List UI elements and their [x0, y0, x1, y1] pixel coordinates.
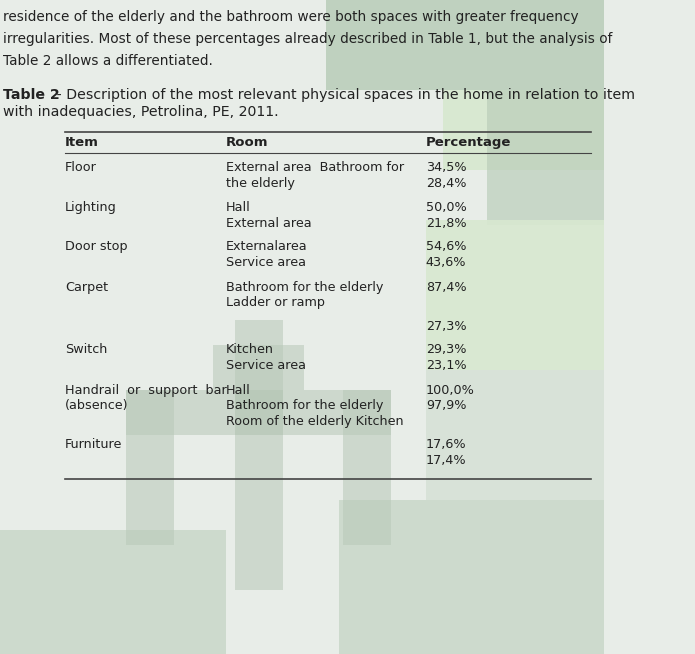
Bar: [213, 345, 304, 390]
Text: Carpet: Carpet: [65, 281, 108, 294]
Text: Ladder or ramp: Ladder or ramp: [226, 296, 325, 309]
Text: 50,0%: 50,0%: [426, 201, 466, 215]
Text: 97,9%: 97,9%: [426, 399, 466, 412]
Text: External area  Bathroom for: External area Bathroom for: [226, 161, 404, 174]
Text: Service area: Service area: [226, 256, 306, 269]
Text: - Description of the most relevant physical spaces in the home in relation to it: - Description of the most relevant physi…: [52, 88, 635, 102]
Text: (absence): (absence): [65, 399, 129, 412]
Text: Externalarea: Externalarea: [226, 241, 308, 253]
Text: External area: External area: [226, 217, 311, 230]
Text: Room of the elderly Kitchen: Room of the elderly Kitchen: [226, 415, 404, 428]
Bar: [126, 490, 174, 545]
Text: 54,6%: 54,6%: [426, 241, 466, 253]
Text: 28,4%: 28,4%: [426, 177, 466, 190]
Text: Handrail  or  support  bar: Handrail or support bar: [65, 384, 227, 397]
Text: Lighting: Lighting: [65, 201, 117, 215]
Text: Bathroom for the elderly: Bathroom for the elderly: [226, 399, 384, 412]
Text: 17,4%: 17,4%: [426, 454, 466, 467]
Text: Percentage: Percentage: [426, 136, 512, 149]
Text: 87,4%: 87,4%: [426, 281, 466, 294]
Text: Bathroom for the elderly: Bathroom for the elderly: [226, 281, 384, 294]
Text: Table 2: Table 2: [3, 88, 60, 102]
Bar: [0, 530, 226, 654]
Text: Furniture: Furniture: [65, 438, 122, 451]
Bar: [343, 490, 391, 545]
Bar: [326, 0, 604, 90]
Text: 29,3%: 29,3%: [426, 343, 466, 356]
Text: 17,6%: 17,6%: [426, 438, 466, 451]
Text: Floor: Floor: [65, 161, 97, 174]
Bar: [235, 320, 282, 410]
Text: residence of the elderly and the bathroom were both spaces with greater frequenc: residence of the elderly and the bathroo…: [3, 10, 579, 24]
Text: Switch: Switch: [65, 343, 108, 356]
Bar: [126, 390, 282, 435]
Text: 43,6%: 43,6%: [426, 256, 466, 269]
Text: Hall: Hall: [226, 201, 251, 215]
Bar: [339, 500, 604, 654]
Text: Door stop: Door stop: [65, 241, 128, 253]
Text: irregularities. Most of these percentages already described in Table 1, but the : irregularities. Most of these percentage…: [3, 32, 613, 46]
Text: Room: Room: [226, 136, 268, 149]
Text: 34,5%: 34,5%: [426, 161, 466, 174]
Bar: [486, 90, 604, 225]
Text: Item: Item: [65, 136, 99, 149]
Text: the elderly: the elderly: [226, 177, 295, 190]
Bar: [235, 390, 282, 590]
Bar: [426, 220, 604, 370]
Text: Table 2 allows a differentiated.: Table 2 allows a differentiated.: [3, 54, 213, 68]
Text: 23,1%: 23,1%: [426, 359, 466, 372]
Bar: [235, 390, 391, 435]
Bar: [343, 390, 391, 490]
Bar: [126, 390, 174, 490]
Text: with inadequacies, Petrolina, PE, 2011.: with inadequacies, Petrolina, PE, 2011.: [3, 105, 279, 119]
Text: 27,3%: 27,3%: [426, 320, 466, 333]
Bar: [443, 90, 604, 170]
Text: Service area: Service area: [226, 359, 306, 372]
Text: Hall: Hall: [226, 384, 251, 397]
Bar: [426, 370, 604, 500]
Text: Kitchen: Kitchen: [226, 343, 274, 356]
Text: 21,8%: 21,8%: [426, 217, 466, 230]
Text: 100,0%: 100,0%: [426, 384, 475, 397]
